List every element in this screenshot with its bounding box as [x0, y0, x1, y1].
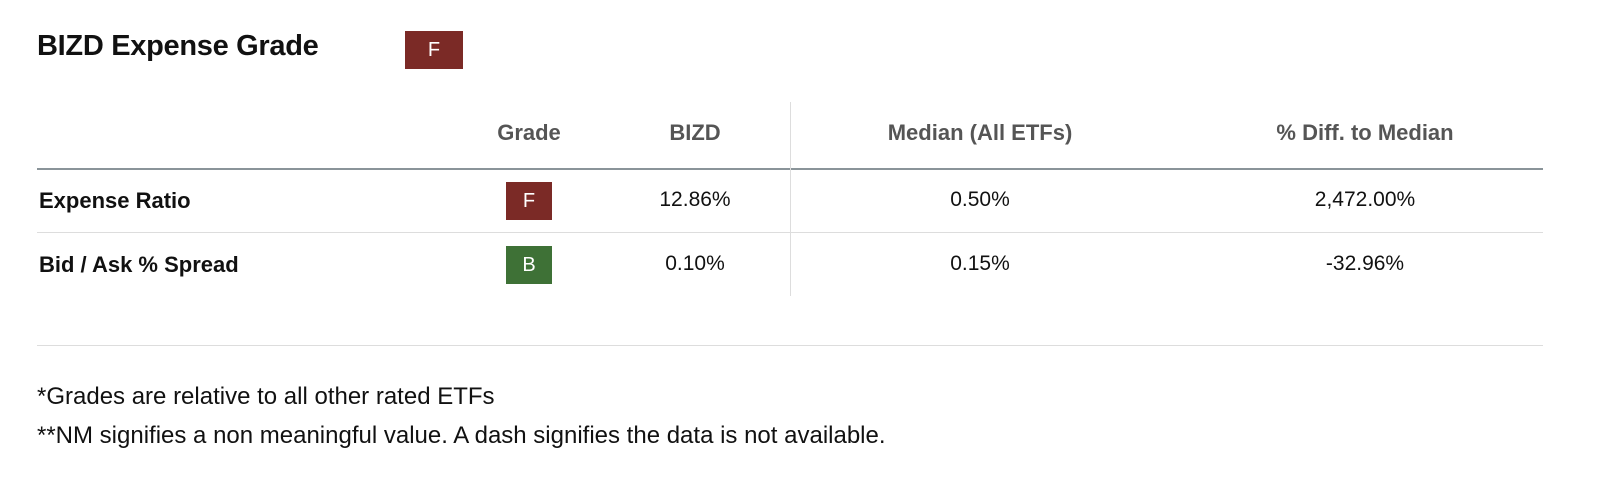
- cell: -32.96%: [1325, 252, 1405, 275]
- footnote: **NM signifies a non meaningful value. A…: [37, 422, 886, 449]
- cell: 2,472.00%: [1314, 188, 1416, 211]
- footnote: *Grades are relative to all other rated …: [37, 383, 495, 410]
- title: BIZD Expense Grade: [37, 30, 319, 62]
- cell: 0.15%: [950, 252, 1010, 275]
- row-label: Expense Ratio: [39, 188, 191, 213]
- cell: 0.50%: [950, 188, 1010, 211]
- row-label: Bid / Ask % Spread: [39, 252, 239, 277]
- column-header: BIZD: [669, 120, 721, 145]
- column-header: Median (All ETFs): [887, 120, 1073, 145]
- grade-badge: B: [506, 246, 552, 284]
- grade-badge: F: [506, 182, 552, 220]
- column-header: % Diff. to Median: [1276, 120, 1454, 145]
- cell: 12.86%: [659, 188, 731, 211]
- section-divider: [37, 345, 1543, 346]
- column-divider: [790, 102, 791, 296]
- column-header: Grade: [497, 120, 561, 145]
- cell: 0.10%: [665, 252, 725, 275]
- grade-badge: F: [405, 31, 463, 69]
